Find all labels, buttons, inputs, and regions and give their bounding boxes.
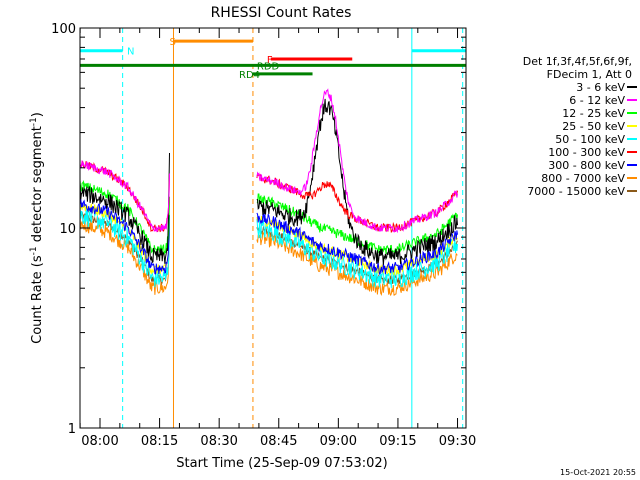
x-axis-label: Start Time (25-Sep-09 07:53:02): [176, 456, 387, 471]
chart-title: RHESSI Count Rates: [211, 5, 352, 21]
legend-header-detectors: Det 1f,3f,4f,5f,6f,9f,: [523, 55, 632, 68]
x-tick-label: 08:45: [260, 434, 297, 449]
annotation-n-label: N: [127, 47, 134, 58]
x-tick-label: 09:00: [320, 434, 357, 449]
x-tick-label: 08:00: [81, 434, 118, 449]
x-tick-label: 09:15: [379, 434, 416, 449]
legend-label-800-7000keV: 800 - 7000 keV: [541, 172, 625, 185]
legend-label-25-50keV: 25 - 50 keV: [562, 120, 625, 133]
legend-label-50-100keV: 50 - 100 keV: [555, 133, 625, 146]
axes-layer: 1 10 100 08:00 08:15 08:30 08:45 09:00 09:15 09:3…: [51, 22, 476, 449]
legend-header-decimation: FDecim 1, Att 0: [547, 68, 632, 81]
y-axis-label-end: ): [30, 112, 45, 117]
series-layer: [79, 88, 458, 297]
legend-label-6-12keV: 6 - 12 keV: [569, 94, 625, 107]
annotation-s-label: S: [170, 37, 176, 48]
y-axis-label-sup1: -1: [29, 246, 39, 255]
y-tick-label-10: 10: [59, 222, 76, 237]
y-tick-label-100: 100: [51, 22, 76, 37]
legend-label-100-300keV: 100 - 300 keV: [548, 146, 625, 159]
legend-label-12-25keV: 12 - 25 keV: [562, 107, 625, 120]
y-axis-label: Count Rate (s-1 detector segment-1): [29, 112, 45, 344]
annotation-rd4-label: RD4: [239, 70, 260, 81]
timestamp: 15-Oct-2021 20:55: [560, 468, 636, 477]
annotation-f-label: F: [267, 55, 273, 66]
legend-label-300-800keV: 300 - 800 keV: [548, 159, 625, 172]
annotation-rdd-label: RDD: [257, 61, 280, 72]
x-tick-label: 09:30: [439, 434, 476, 449]
series-line-3-6keV: [79, 98, 458, 265]
y-tick-label-1: 1: [68, 422, 76, 437]
x-tick-label: 08:15: [141, 434, 178, 449]
y-axis-label-mid: detector segment: [30, 126, 45, 246]
legend-label-7000-15000keV: 7000 - 15000 keV: [527, 185, 625, 198]
y-axis-label-main: Count Rate (s: [30, 255, 45, 344]
x-tick-label: 08:30: [200, 434, 237, 449]
series-line-300-800keV: [79, 199, 458, 275]
y-axis-label-sup2: -1: [29, 117, 39, 126]
series-line-6-12keV: [79, 88, 458, 234]
legend-label-3-6keV: 3 - 6 keV: [576, 81, 625, 94]
